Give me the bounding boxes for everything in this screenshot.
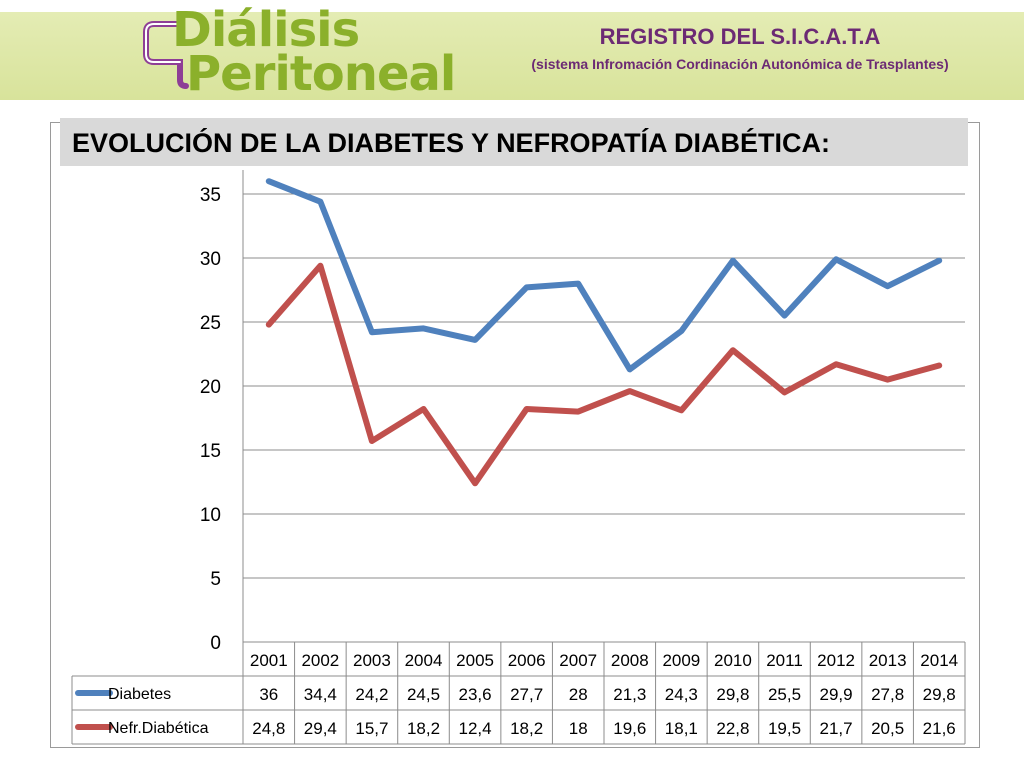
data-label-0-6: 28 [569,685,588,704]
x-tick-label-2004: 2004 [405,651,443,670]
x-tick-label-2002: 2002 [301,651,339,670]
legend-entry-1: Nefr.Diabética [108,720,209,737]
x-tick-label-2014: 2014 [920,651,958,670]
x-tick-label-2003: 2003 [353,651,391,670]
y-tick-label-35: 35 [200,185,221,206]
y-tick-label-5: 5 [210,569,221,590]
series-line-1 [265,262,943,487]
data-label-0-5: 27,7 [510,685,543,704]
chart-frame [50,122,980,748]
data-label-1-4: 12,4 [459,719,492,738]
data-label-1-6: 18 [569,719,588,738]
x-tick-label-2005: 2005 [456,651,494,670]
x-tick-label-2007: 2007 [559,651,597,670]
data-label-0-13: 29,8 [923,685,956,704]
data-label-1-7: 19,6 [613,719,646,738]
data-label-0-11: 29,9 [820,685,853,704]
x-tick-label-2001: 2001 [250,651,288,670]
data-label-0-8: 24,3 [665,685,698,704]
x-tick-label-2011: 2011 [766,651,803,670]
data-label-0-2: 24,2 [355,685,388,704]
dialisis-peritoneal-logo: Diálisis Peritoneal [140,2,456,102]
data-label-0-3: 24,5 [407,685,440,704]
y-tick-label-0: 0 [210,633,221,654]
data-label-1-1: 29,4 [304,719,337,738]
data-label-1-9: 22,8 [716,719,749,738]
chart-title-bar [60,118,968,166]
x-tick-label-2010: 2010 [714,651,752,670]
series-line-0 [265,178,943,373]
data-label-0-0: 36 [259,685,278,704]
x-tick-label-2012: 2012 [817,651,855,670]
data-label-1-13: 21,6 [923,719,956,738]
data-label-0-9: 29,8 [716,685,749,704]
data-label-1-0: 24,8 [252,719,285,738]
data-label-1-11: 21,7 [820,719,853,738]
logo-word-dialisis: Diálisis [172,2,360,58]
catheter-tube-icon [143,21,189,89]
data-label-1-2: 15,7 [355,719,388,738]
data-label-0-10: 25,5 [768,685,801,704]
data-label-1-10: 19,5 [768,719,801,738]
y-tick-label-15: 15 [200,441,221,462]
legend-entry-0: Diabetes [108,686,171,703]
data-label-0-1: 34,4 [304,685,337,704]
y-tick-label-25: 25 [200,313,221,334]
registry-subtitle: (sistema Infromación Cordinación Autonóm… [531,56,949,72]
registry-title: REGISTRO DEL S.I.C.A.T.A [599,24,881,49]
data-label-1-5: 18,2 [510,719,543,738]
data-label-0-7: 21,3 [613,685,646,704]
chart-title: EVOLUCIÓN DE LA DIABETES Y NEFROPATÍA DI… [72,128,831,158]
data-label-0-12: 27,8 [871,685,904,704]
data-label-1-12: 20,5 [871,719,904,738]
x-tick-label-2009: 2009 [662,651,700,670]
data-label-0-4: 23,6 [459,685,492,704]
x-tick-label-2008: 2008 [611,651,649,670]
logo-word-peritoneal: Peritoneal [186,46,456,102]
y-tick-label-20: 20 [200,377,221,398]
data-label-1-8: 18,1 [665,719,698,738]
y-tick-label-30: 30 [200,249,221,270]
y-tick-label-10: 10 [200,505,221,526]
x-tick-label-2006: 2006 [508,651,546,670]
x-tick-label-2013: 2013 [869,651,907,670]
data-label-1-3: 18,2 [407,719,440,738]
